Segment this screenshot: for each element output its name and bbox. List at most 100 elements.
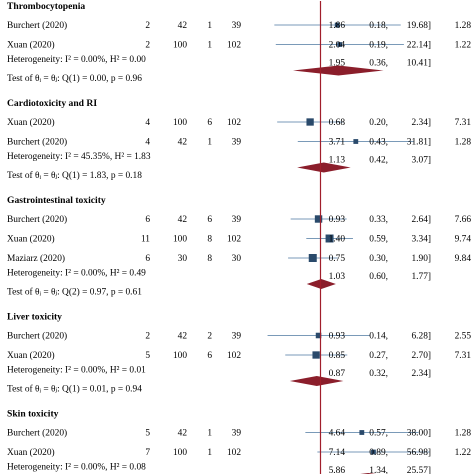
pooled-ci-lower: 0.42, (369, 156, 388, 166)
ci-upper: 19.68] (407, 21, 431, 31)
ci-upper: 31.81] (407, 138, 431, 148)
study-weight: 7.66 (455, 215, 472, 225)
effect-size: 0.85 (329, 351, 346, 361)
ctrl-total: 39 (232, 138, 242, 148)
ctrl-total: 102 (227, 351, 241, 361)
ci-upper: 2.64] (411, 215, 431, 225)
study-name: Burchert (2020) (7, 428, 67, 439)
pooled-ci-lower: 1.34, (369, 466, 388, 474)
effect-size: 7.14 (329, 448, 346, 458)
study-marker (315, 332, 322, 339)
ctrl-total: 39 (232, 429, 242, 439)
treat-events: 7 (145, 448, 150, 458)
pooled-ci-upper: 25.57] (407, 466, 431, 474)
study-weight: 2.55 (455, 332, 472, 342)
effect-size: 0.68 (329, 118, 346, 128)
treat-events: 11 (141, 235, 150, 245)
heterogeneity-test: Test of θᵢ = θⱼ: Q(1) = 0.01, p = 0.94 (7, 384, 142, 395)
treat-events: 6 (145, 254, 150, 264)
effect-size: 0.75 (329, 254, 346, 264)
study-marker (359, 430, 365, 435)
ctrl-events: 1 (207, 138, 212, 148)
pooled-ci-lower: 0.32, (369, 369, 388, 379)
ci-upper: 38.00] (407, 429, 431, 439)
pooled-ci-upper: 10.41] (407, 59, 431, 69)
pooled-diamond (297, 162, 351, 173)
treat-events: 4 (145, 118, 150, 128)
study-weight: 9.84 (455, 254, 472, 264)
ctrl-total: 39 (232, 215, 242, 225)
ctrl-events: 6 (207, 118, 212, 128)
treat-events: 5 (145, 429, 150, 439)
ctrl-total: 39 (232, 332, 242, 342)
study-weight: 1.28 (455, 138, 472, 148)
effect-size: 2.04 (329, 41, 346, 51)
ctrl-events: 1 (207, 429, 212, 439)
pooled-effect: 1.13 (329, 156, 346, 166)
study-weight: 7.31 (455, 118, 472, 128)
study-marker (353, 139, 359, 144)
ci-lower: 0.27, (369, 351, 388, 361)
pooled-effect: 1.95 (329, 59, 346, 69)
ci-upper: 6.28] (411, 332, 431, 342)
ctrl-total: 102 (227, 448, 241, 458)
treat-total: 42 (178, 215, 188, 225)
study-name: Xuan (2020) (7, 234, 55, 245)
ctrl-total: 30 (232, 254, 242, 264)
ci-upper: 2.70] (411, 351, 431, 361)
pooled-ci-upper: 1.77] (411, 272, 431, 282)
treat-total: 42 (178, 332, 188, 342)
ci-lower: 0.33, (369, 215, 388, 225)
heterogeneity-text: Heterogeneity: I² = 0.00%, H² = 0.49 (7, 269, 146, 279)
ci-lower: 0.57, (369, 429, 388, 439)
ci-upper: 22.14] (407, 41, 431, 51)
heterogeneity-test: Test of θᵢ = θⱼ: Q(2) = 0.97, p = 0.61 (7, 287, 142, 298)
pooled-effect: 0.87 (329, 369, 346, 379)
heterogeneity-text: Heterogeneity: I² = 0.00%, H² = 0.01 (7, 366, 146, 376)
group-title: Liver toxicity (7, 312, 62, 323)
pooled-effect: 1.03 (329, 272, 346, 282)
treat-total: 30 (178, 254, 188, 264)
ctrl-events: 8 (207, 254, 212, 264)
ci-lower: 0.30, (369, 254, 388, 264)
study-name: Xuan (2020) (7, 40, 55, 51)
heterogeneity-test: Test of θᵢ = θⱼ: Q(1) = 1.83, p = 0.18 (7, 170, 142, 181)
ctrl-events: 2 (207, 332, 212, 342)
treat-events: 2 (145, 332, 150, 342)
pooled-effect: 5.86 (329, 466, 346, 474)
group-title: Cardiotoxicity and RI (7, 98, 97, 109)
ctrl-total: 102 (227, 235, 241, 245)
heterogeneity-text: Heterogeneity: I² = 45.35%, H² = 1.83 (7, 152, 151, 162)
group-title: Thrombocytopenia (7, 1, 85, 12)
study-weight: 9.74 (455, 235, 472, 245)
ci-lower: 0.43, (369, 138, 388, 148)
ci-upper: 56.98] (407, 448, 431, 458)
pooled-ci-lower: 0.36, (369, 59, 388, 69)
ci-upper: 1.90] (411, 254, 431, 264)
study-marker (325, 234, 334, 243)
ctrl-events: 1 (207, 21, 212, 31)
pooled-ci-upper: 2.34] (411, 369, 431, 379)
treat-total: 42 (178, 138, 188, 148)
pooled-ci-lower: 0.60, (369, 272, 388, 282)
study-name: Xuan (2020) (7, 447, 55, 458)
group-title: Gastrointestinal toxicity (7, 195, 106, 206)
heterogeneity-text: Heterogeneity: I² = 0.00%, H² = 0.08 (7, 463, 146, 473)
pooled-diamond (306, 279, 336, 289)
ci-lower: 0.20, (369, 118, 388, 128)
study-marker (337, 42, 343, 47)
treat-total: 42 (178, 21, 188, 31)
effect-size: 4.64 (329, 429, 346, 439)
pooled-diamond (289, 376, 344, 386)
ctrl-events: 6 (207, 351, 212, 361)
study-marker (306, 118, 314, 126)
heterogeneity-test: Test of θᵢ = θⱼ: Q(1) = 0.00, p = 0.96 (7, 73, 142, 84)
pooled-ci-upper: 3.07] (411, 156, 431, 166)
study-name: Maziarz (2020) (7, 253, 65, 264)
study-weight: 1.22 (455, 41, 472, 51)
study-name: Burchert (2020) (7, 331, 67, 342)
ci-lower: 0.59, (369, 235, 388, 245)
treat-events: 4 (145, 138, 150, 148)
